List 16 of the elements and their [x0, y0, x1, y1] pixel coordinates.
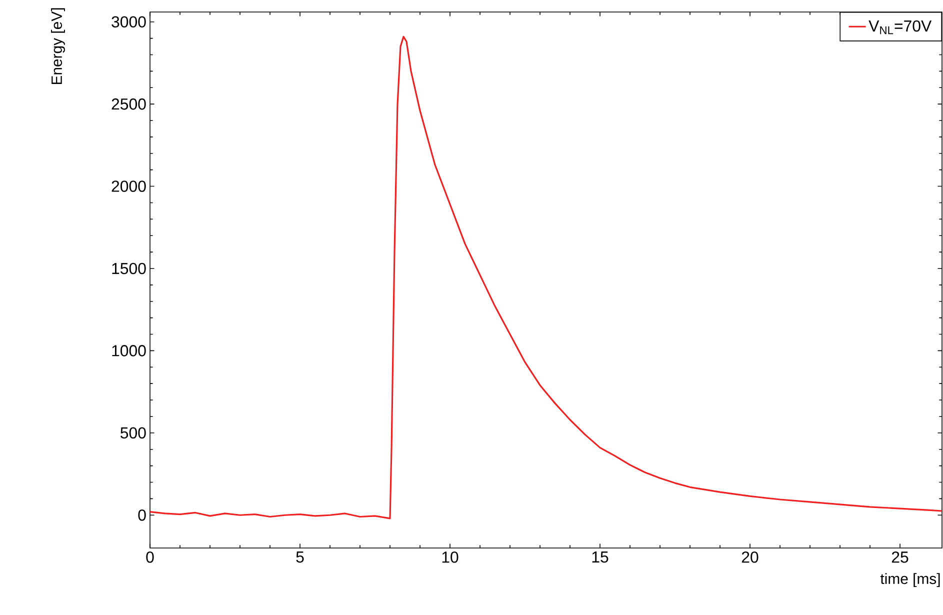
legend-label: V$_{NL}$=70V [868, 20, 932, 34]
x-axis-title: time [ms] [880, 573, 940, 588]
x-tick-label: 5 [296, 552, 304, 563]
y-tick-label: 0 [138, 509, 146, 521]
y-axis-title: Energy [eV] [51, 8, 65, 84]
y-tick-label: 500 [120, 427, 146, 439]
y-tick-label: 2000 [112, 180, 146, 192]
x-tick-label: 0 [146, 552, 154, 563]
y-tick-label: 1500 [112, 262, 146, 274]
y-tick-label: 2500 [112, 98, 146, 110]
x-tick-label: 10 [442, 552, 458, 563]
x-tick-label: 15 [592, 552, 608, 563]
x-tick-label: 25 [892, 552, 908, 563]
x-tick-label: 20 [742, 552, 758, 563]
y-tick-label: 3000 [112, 16, 146, 28]
y-tick-label: 1000 [112, 345, 146, 356]
